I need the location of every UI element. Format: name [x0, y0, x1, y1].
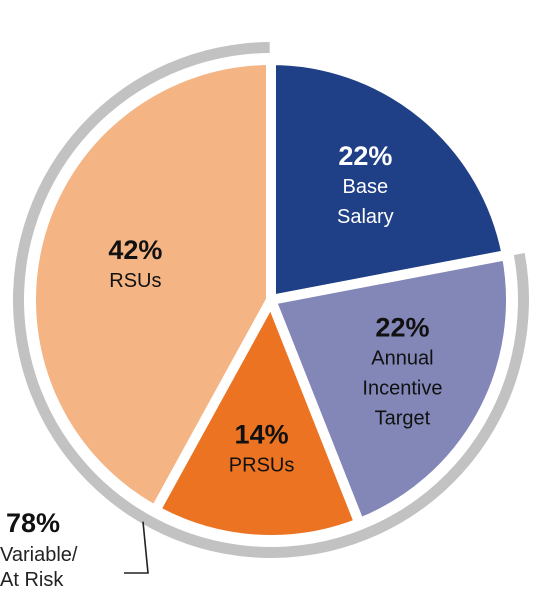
variable-at-risk-label-line: Variable/	[0, 544, 78, 566]
slice-label-prsus: PRSUs	[229, 455, 295, 477]
slice-labels: 22% Base Salary 22% Annual Incentive Target 14%…	[108, 141, 442, 477]
slice-percent-rsus: 42%	[108, 235, 162, 265]
callout-leader-line	[124, 521, 149, 574]
slice-label-rsus: RSUs	[109, 270, 161, 292]
variable-at-risk-label: Variable/ At Risk	[0, 543, 77, 593]
variable-at-risk-label-line: At Risk	[0, 569, 64, 591]
slice-percent-prsus: 14%	[235, 420, 289, 450]
pie-slice-rsus	[26, 54, 276, 518]
slice-label-base-salary: Salary	[337, 206, 394, 228]
slice-label-annual-incentive: Incentive	[362, 377, 442, 399]
pie-slice-prsus	[148, 288, 366, 545]
slice-label-base-salary: Base	[343, 176, 389, 198]
slice-percent-base-salary: 22%	[338, 141, 392, 171]
slice-percent-annual-incentive: 22%	[375, 312, 429, 342]
slice-label-annual-incentive: Annual	[371, 347, 433, 369]
pie-slices	[26, 54, 516, 545]
variable-at-risk-percent: 78%	[6, 508, 61, 538]
pie-slice-base-salary	[266, 54, 513, 307]
slice-label-annual-incentive: Target	[375, 407, 431, 429]
pie-slice-annual-incentive	[264, 249, 516, 530]
